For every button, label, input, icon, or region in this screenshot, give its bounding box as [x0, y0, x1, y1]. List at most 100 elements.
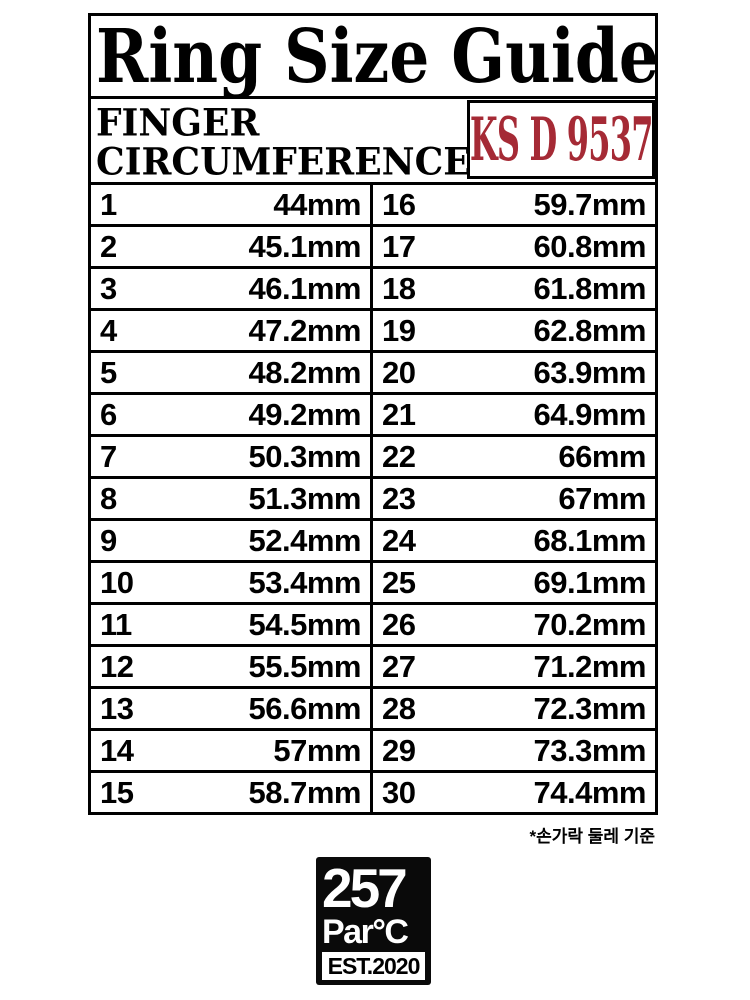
- table-cell-right: 26 70.2mm: [373, 605, 655, 644]
- circumference-value: 67mm: [558, 481, 646, 516]
- page-title: Ring Size Guide: [96, 13, 658, 99]
- table-cell-right: 24 68.1mm: [373, 521, 655, 560]
- table-cell-right: 25 69.1mm: [373, 563, 655, 602]
- circumference-value: 62.8mm: [533, 313, 647, 348]
- table-cell-left: 14 57mm: [91, 731, 373, 770]
- circumference-value: 49.2mm: [248, 397, 362, 432]
- ring-size: 14: [100, 733, 134, 768]
- ring-size: 9: [100, 523, 117, 558]
- logo-est-badge: EST.2020: [322, 952, 425, 980]
- ring-size: 4: [100, 313, 117, 348]
- ring-size: 12: [100, 649, 134, 684]
- ring-size: 22: [382, 439, 416, 474]
- circumference-value: 47.2mm: [248, 313, 362, 348]
- circumference-value: 53.4mm: [248, 565, 362, 600]
- table-cell-right: 30 74.4mm: [373, 773, 655, 812]
- table-row: 1 44mm 16 59.7mm: [91, 185, 655, 227]
- circumference-value: 50.3mm: [248, 439, 362, 474]
- brand-logo: 257 Par°C EST.2020: [316, 857, 431, 985]
- ring-size: 5: [100, 355, 117, 390]
- table-cell-left: 8 51.3mm: [91, 479, 373, 518]
- ring-size: 8: [100, 481, 117, 516]
- ring-size: 20: [382, 355, 416, 390]
- table-row: 14 57mm 29 73.3mm: [91, 731, 655, 773]
- ring-size: 17: [382, 229, 416, 264]
- ring-size: 15: [100, 775, 134, 810]
- table-cell-right: 22 66mm: [373, 437, 655, 476]
- ring-size: 28: [382, 691, 416, 726]
- circumference-value: 44mm: [273, 187, 361, 222]
- circumference-value: 48.2mm: [248, 355, 362, 390]
- table-row: 15 58.7mm 30 74.4mm: [91, 773, 655, 812]
- table-row: 11 54.5mm 26 70.2mm: [91, 605, 655, 647]
- footnote: *손가락 둘레 기준: [529, 827, 655, 846]
- circumference-value: 46.1mm: [248, 271, 362, 306]
- logo-line2: Par°C: [322, 913, 409, 951]
- ring-size: 21: [382, 397, 416, 432]
- table-cell-right: 19 62.8mm: [373, 311, 655, 350]
- circumference-value: 61.8mm: [533, 271, 647, 306]
- table-row: 12 55.5mm 27 71.2mm: [91, 647, 655, 689]
- ring-size: 13: [100, 691, 134, 726]
- table-row: 4 47.2mm 19 62.8mm: [91, 311, 655, 353]
- table-cell-right: 28 72.3mm: [373, 689, 655, 728]
- ring-size: 6: [100, 397, 117, 432]
- table-cell-right: 20 63.9mm: [373, 353, 655, 392]
- table-row: 10 53.4mm 25 69.1mm: [91, 563, 655, 605]
- table-cell-left: 12 55.5mm: [91, 647, 373, 686]
- circumference-value: 69.1mm: [533, 565, 647, 600]
- ring-size: 30: [382, 775, 416, 810]
- table-cell-left: 6 49.2mm: [91, 395, 373, 434]
- table-cell-left: 2 45.1mm: [91, 227, 373, 266]
- table-cell-right: 27 71.2mm: [373, 647, 655, 686]
- circumference-value: 60.8mm: [533, 229, 647, 264]
- ring-size: 25: [382, 565, 416, 600]
- ring-size: 23: [382, 481, 416, 516]
- circumference-value: 56.6mm: [248, 691, 362, 726]
- table-row: 2 45.1mm 17 60.8mm: [91, 227, 655, 269]
- circumference-value: 57mm: [273, 733, 361, 768]
- header-label-line2: CIRCUMFERENCE: [96, 139, 471, 184]
- table-cell-right: 18 61.8mm: [373, 269, 655, 308]
- circumference-value: 72.3mm: [533, 691, 647, 726]
- table-cell-left: 9 52.4mm: [91, 521, 373, 560]
- table-row: 7 50.3mm 22 66mm: [91, 437, 655, 479]
- ring-size: 26: [382, 607, 416, 642]
- table-cell-left: 5 48.2mm: [91, 353, 373, 392]
- table-row: 3 46.1mm 18 61.8mm: [91, 269, 655, 311]
- ring-size: 11: [100, 607, 132, 642]
- table-row: 13 56.6mm 28 72.3mm: [91, 689, 655, 731]
- circumference-value: 71.2mm: [533, 649, 647, 684]
- table-cell-left: 7 50.3mm: [91, 437, 373, 476]
- ring-size: 24: [382, 523, 416, 558]
- circumference-value: 55.5mm: [248, 649, 362, 684]
- circumference-value: 59.7mm: [533, 187, 647, 222]
- table-cell-right: 21 64.9mm: [373, 395, 655, 434]
- table-header: FINGER CIRCUMFERENCE KS D 9537: [88, 99, 658, 185]
- table-cell-left: 1 44mm: [91, 185, 373, 224]
- table-cell-left: 15 58.7mm: [91, 773, 373, 812]
- logo-line1: 257: [322, 857, 408, 919]
- circumference-value: 63.9mm: [533, 355, 647, 390]
- table-cell-left: 11 54.5mm: [91, 605, 373, 644]
- size-table-body: 1 44mm 16 59.7mm 2 45.1mm 17 60.8mm 3 46…: [88, 185, 658, 815]
- table-cell-left: 13 56.6mm: [91, 689, 373, 728]
- table-cell-left: 4 47.2mm: [91, 311, 373, 350]
- standard-badge: KS D 9537: [469, 104, 653, 175]
- ring-size: 19: [382, 313, 416, 348]
- circumference-value: 66mm: [558, 439, 646, 474]
- ring-size: 29: [382, 733, 416, 768]
- circumference-value: 68.1mm: [533, 523, 647, 558]
- circumference-value: 70.2mm: [533, 607, 647, 642]
- ring-size: 18: [382, 271, 416, 306]
- circumference-value: 73.3mm: [533, 733, 647, 768]
- table-row: 8 51.3mm 23 67mm: [91, 479, 655, 521]
- header-label-line1: FINGER: [96, 100, 260, 145]
- finger-circumference-label: FINGER CIRCUMFERENCE: [96, 100, 471, 184]
- table-cell-right: 16 59.7mm: [373, 185, 655, 224]
- circumference-value: 54.5mm: [248, 607, 362, 642]
- circumference-value: 74.4mm: [533, 775, 647, 810]
- circumference-value: 58.7mm: [248, 775, 362, 810]
- circumference-value: 45.1mm: [248, 229, 362, 264]
- standard-badge-box: KS D 9537: [467, 100, 655, 179]
